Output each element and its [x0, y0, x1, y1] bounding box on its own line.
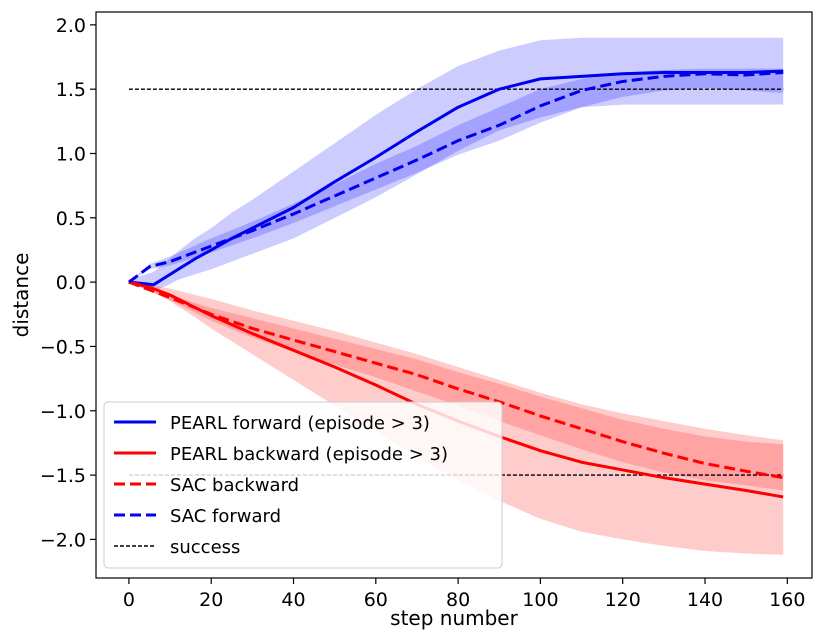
x-tick-label: 0 — [123, 589, 135, 611]
x-tick-label: 60 — [364, 589, 388, 611]
x-tick-label: 100 — [522, 589, 558, 611]
series-line-3 — [128, 70, 784, 284]
series-line-0 — [128, 69, 784, 287]
legend-label: PEARL backward (episode > 3) — [170, 444, 448, 465]
y-tick-label: −2.0 — [40, 529, 86, 551]
y-tick-label: 1.5 — [56, 79, 86, 101]
legend-label: success — [170, 537, 240, 558]
x-tick-label: 160 — [769, 589, 805, 611]
legend-label: SAC backward — [170, 475, 299, 496]
x-tick-label: 120 — [605, 589, 641, 611]
x-tick-label: 40 — [281, 589, 305, 611]
plot-frame — [95, 11, 813, 579]
y-tick-label: 0.0 — [56, 272, 86, 294]
legend-label: PEARL forward (episode > 3) — [170, 413, 430, 434]
y-tick-label: 2.0 — [56, 15, 86, 37]
x-tick-label: 140 — [687, 589, 723, 611]
x-axis-ticks: 0 20 40 60 80 100 120 140 160 — [123, 578, 805, 611]
y-axis-label: distance — [9, 253, 33, 338]
series-line-2 — [128, 280, 784, 480]
y-tick-label: −1.0 — [40, 401, 86, 423]
y-tick-label: 1.0 — [56, 144, 86, 166]
y-axis-ticks: −2.0 −1.5 −1.0 −0.5 0.0 0.5 1.0 1.5 2.0 — [40, 15, 96, 551]
y-tick-label: −1.5 — [40, 465, 86, 487]
band-2 — [128, 282, 784, 491]
legend: PEARL forward (episode > 3) PEARL backwar… — [103, 401, 503, 569]
legend-box — [103, 401, 503, 569]
x-tick-label: 80 — [446, 589, 470, 611]
x-axis-label: step number — [390, 606, 518, 630]
x-tick-label: 20 — [199, 589, 223, 611]
band-0 — [128, 37, 784, 292]
y-tick-label: −0.5 — [40, 336, 86, 358]
y-tick-label: 0.5 — [56, 208, 86, 230]
legend-label: SAC forward — [170, 506, 281, 527]
